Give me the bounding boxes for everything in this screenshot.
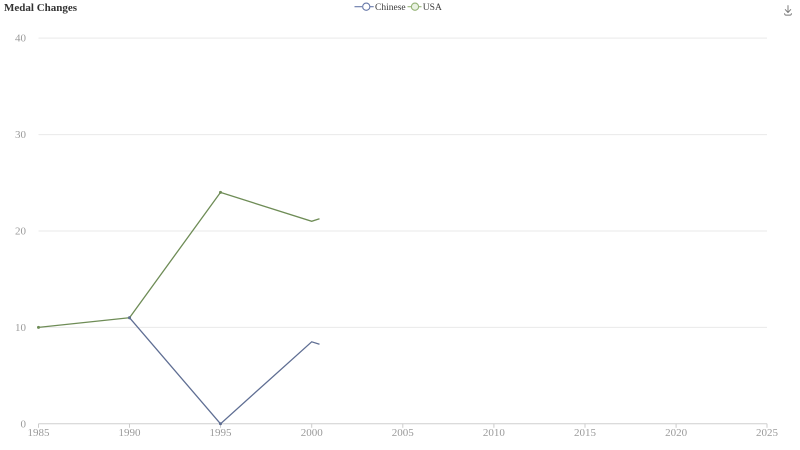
svg-text:30: 30 <box>15 129 27 141</box>
svg-text:2000: 2000 <box>301 427 324 439</box>
svg-text:2015: 2015 <box>574 427 597 439</box>
svg-text:2005: 2005 <box>392 427 415 439</box>
svg-text:1985: 1985 <box>28 427 51 439</box>
svg-text:2010: 2010 <box>483 427 506 439</box>
svg-text:2025: 2025 <box>756 427 779 439</box>
svg-text:40: 40 <box>15 33 27 45</box>
svg-text:1990: 1990 <box>119 427 142 439</box>
svg-text:2020: 2020 <box>665 427 688 439</box>
svg-text:1995: 1995 <box>210 427 233 439</box>
svg-text:10: 10 <box>15 322 27 334</box>
svg-text:20: 20 <box>15 226 27 238</box>
svg-text:0: 0 <box>21 418 27 430</box>
